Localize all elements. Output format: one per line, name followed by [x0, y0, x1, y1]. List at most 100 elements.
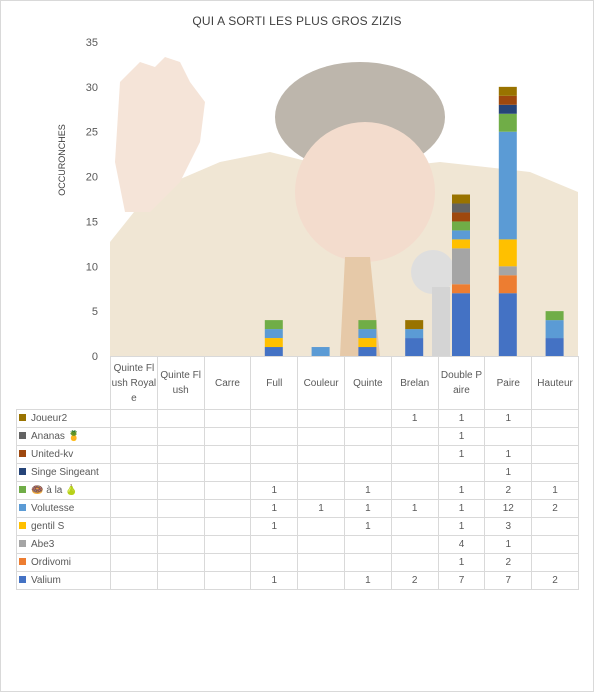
- legend-entry: gentil S: [16, 517, 111, 536]
- data-label: [203, 517, 252, 536]
- data-label: 1: [484, 409, 533, 428]
- legend-swatch: [19, 413, 26, 421]
- data-label: [343, 427, 392, 446]
- data-label: [156, 481, 205, 500]
- bar-segment: [498, 293, 517, 356]
- data-label: [203, 409, 252, 428]
- data-label: [156, 553, 205, 572]
- data-label: [297, 463, 345, 482]
- data-label: [110, 481, 158, 500]
- data-label: [531, 535, 579, 554]
- data-label: [297, 571, 345, 590]
- data-label: [343, 409, 392, 428]
- y-tick-label: 10: [86, 261, 98, 273]
- data-label: [156, 517, 205, 536]
- bar-segment: [405, 338, 424, 356]
- data-label: 1: [484, 445, 533, 464]
- bar-segment: [358, 338, 377, 348]
- legend-label: United-kv: [31, 449, 74, 460]
- data-label: [250, 553, 299, 572]
- data-label: [250, 427, 299, 446]
- bar-segment: [452, 203, 470, 213]
- bar-segment: [498, 266, 517, 276]
- x-tick-label: Quinte: [343, 356, 392, 410]
- y-tick-label: 30: [86, 82, 98, 94]
- data-label: [156, 571, 205, 590]
- legend-label: gentil S: [31, 521, 65, 532]
- bar-segment: [264, 329, 283, 339]
- bar-segment: [264, 338, 283, 348]
- data-label: [531, 463, 579, 482]
- data-label: [343, 463, 392, 482]
- table-row: Ordivomi 1 2: [16, 553, 579, 572]
- data-label: [390, 481, 439, 500]
- data-label: 1: [437, 445, 486, 464]
- data-label: [156, 499, 205, 518]
- data-label: 12: [484, 499, 533, 518]
- data-label: [156, 535, 205, 554]
- data-table: Quinte Flush Royale Quinte Flush Carre Full…: [16, 356, 579, 590]
- bar-segment: [498, 86, 517, 96]
- data-label: 1: [390, 409, 439, 428]
- data-label: [203, 427, 252, 446]
- data-label: 1: [437, 481, 486, 500]
- table-row: Joueur2 1 1 1: [16, 409, 579, 428]
- data-label: 1: [437, 517, 486, 536]
- data-label: [156, 409, 205, 428]
- data-label: [343, 535, 392, 554]
- data-label: 2: [484, 553, 533, 572]
- table-row: Singe Singeant 1: [16, 463, 579, 482]
- legend-entry: Abe3: [16, 535, 111, 554]
- legend-label: Valium: [31, 575, 61, 586]
- data-label: [390, 553, 439, 572]
- legend-swatch: [19, 521, 26, 529]
- legend-label: Volutesse: [31, 503, 75, 514]
- bar-segment: [545, 338, 564, 356]
- data-label: [531, 553, 579, 572]
- legend-swatch: [19, 557, 26, 565]
- data-label: [203, 499, 252, 518]
- data-label: [297, 481, 345, 500]
- data-label: [343, 553, 392, 572]
- bar-segment: [498, 239, 517, 267]
- table-row: Valium 1 1 2 7 7 2: [16, 571, 579, 590]
- legend-label: Joueur2: [31, 413, 68, 424]
- data-label: [156, 445, 205, 464]
- data-label: [110, 427, 158, 446]
- data-label: [390, 463, 439, 482]
- data-label: [203, 571, 252, 590]
- bar-series: [264, 86, 564, 356]
- legend-entry: 🍩 à la 🍐: [16, 481, 111, 500]
- data-label: [203, 463, 252, 482]
- data-label: 7: [484, 571, 533, 590]
- data-label: 1: [437, 427, 486, 446]
- bar-segment: [452, 194, 470, 204]
- legend-swatch: [19, 485, 26, 493]
- legend-label: 🍩 à la 🍐: [31, 485, 78, 496]
- y-tick-label: 35: [86, 37, 98, 49]
- legend-swatch: [19, 575, 26, 583]
- table-row: Abe3 4 1: [16, 535, 579, 554]
- data-label: 1: [250, 481, 299, 500]
- legend-swatch: [19, 449, 26, 457]
- data-label: [531, 427, 579, 446]
- data-label: [156, 427, 205, 446]
- x-tick-label: Brelan: [390, 356, 439, 410]
- legend-entry: United-kv: [16, 445, 111, 464]
- data-label: [297, 409, 345, 428]
- data-label: [531, 445, 579, 464]
- table-row: Volutesse 1 1 1 1 1 12 2: [16, 499, 579, 518]
- legend-swatch: [19, 503, 26, 511]
- data-label: [297, 445, 345, 464]
- bar-segment: [452, 230, 470, 240]
- data-label: 1: [484, 535, 533, 554]
- bar-segment: [358, 329, 377, 339]
- x-tick-label: Full: [250, 356, 299, 410]
- legend-entry: Ananas 🍍: [16, 427, 111, 446]
- data-label: 3: [484, 517, 533, 536]
- data-table-body: Joueur2 1 1 1 Ananas 🍍 1 United-kv 1 1 Singe Sing…: [16, 409, 579, 590]
- bar-segment: [358, 347, 377, 356]
